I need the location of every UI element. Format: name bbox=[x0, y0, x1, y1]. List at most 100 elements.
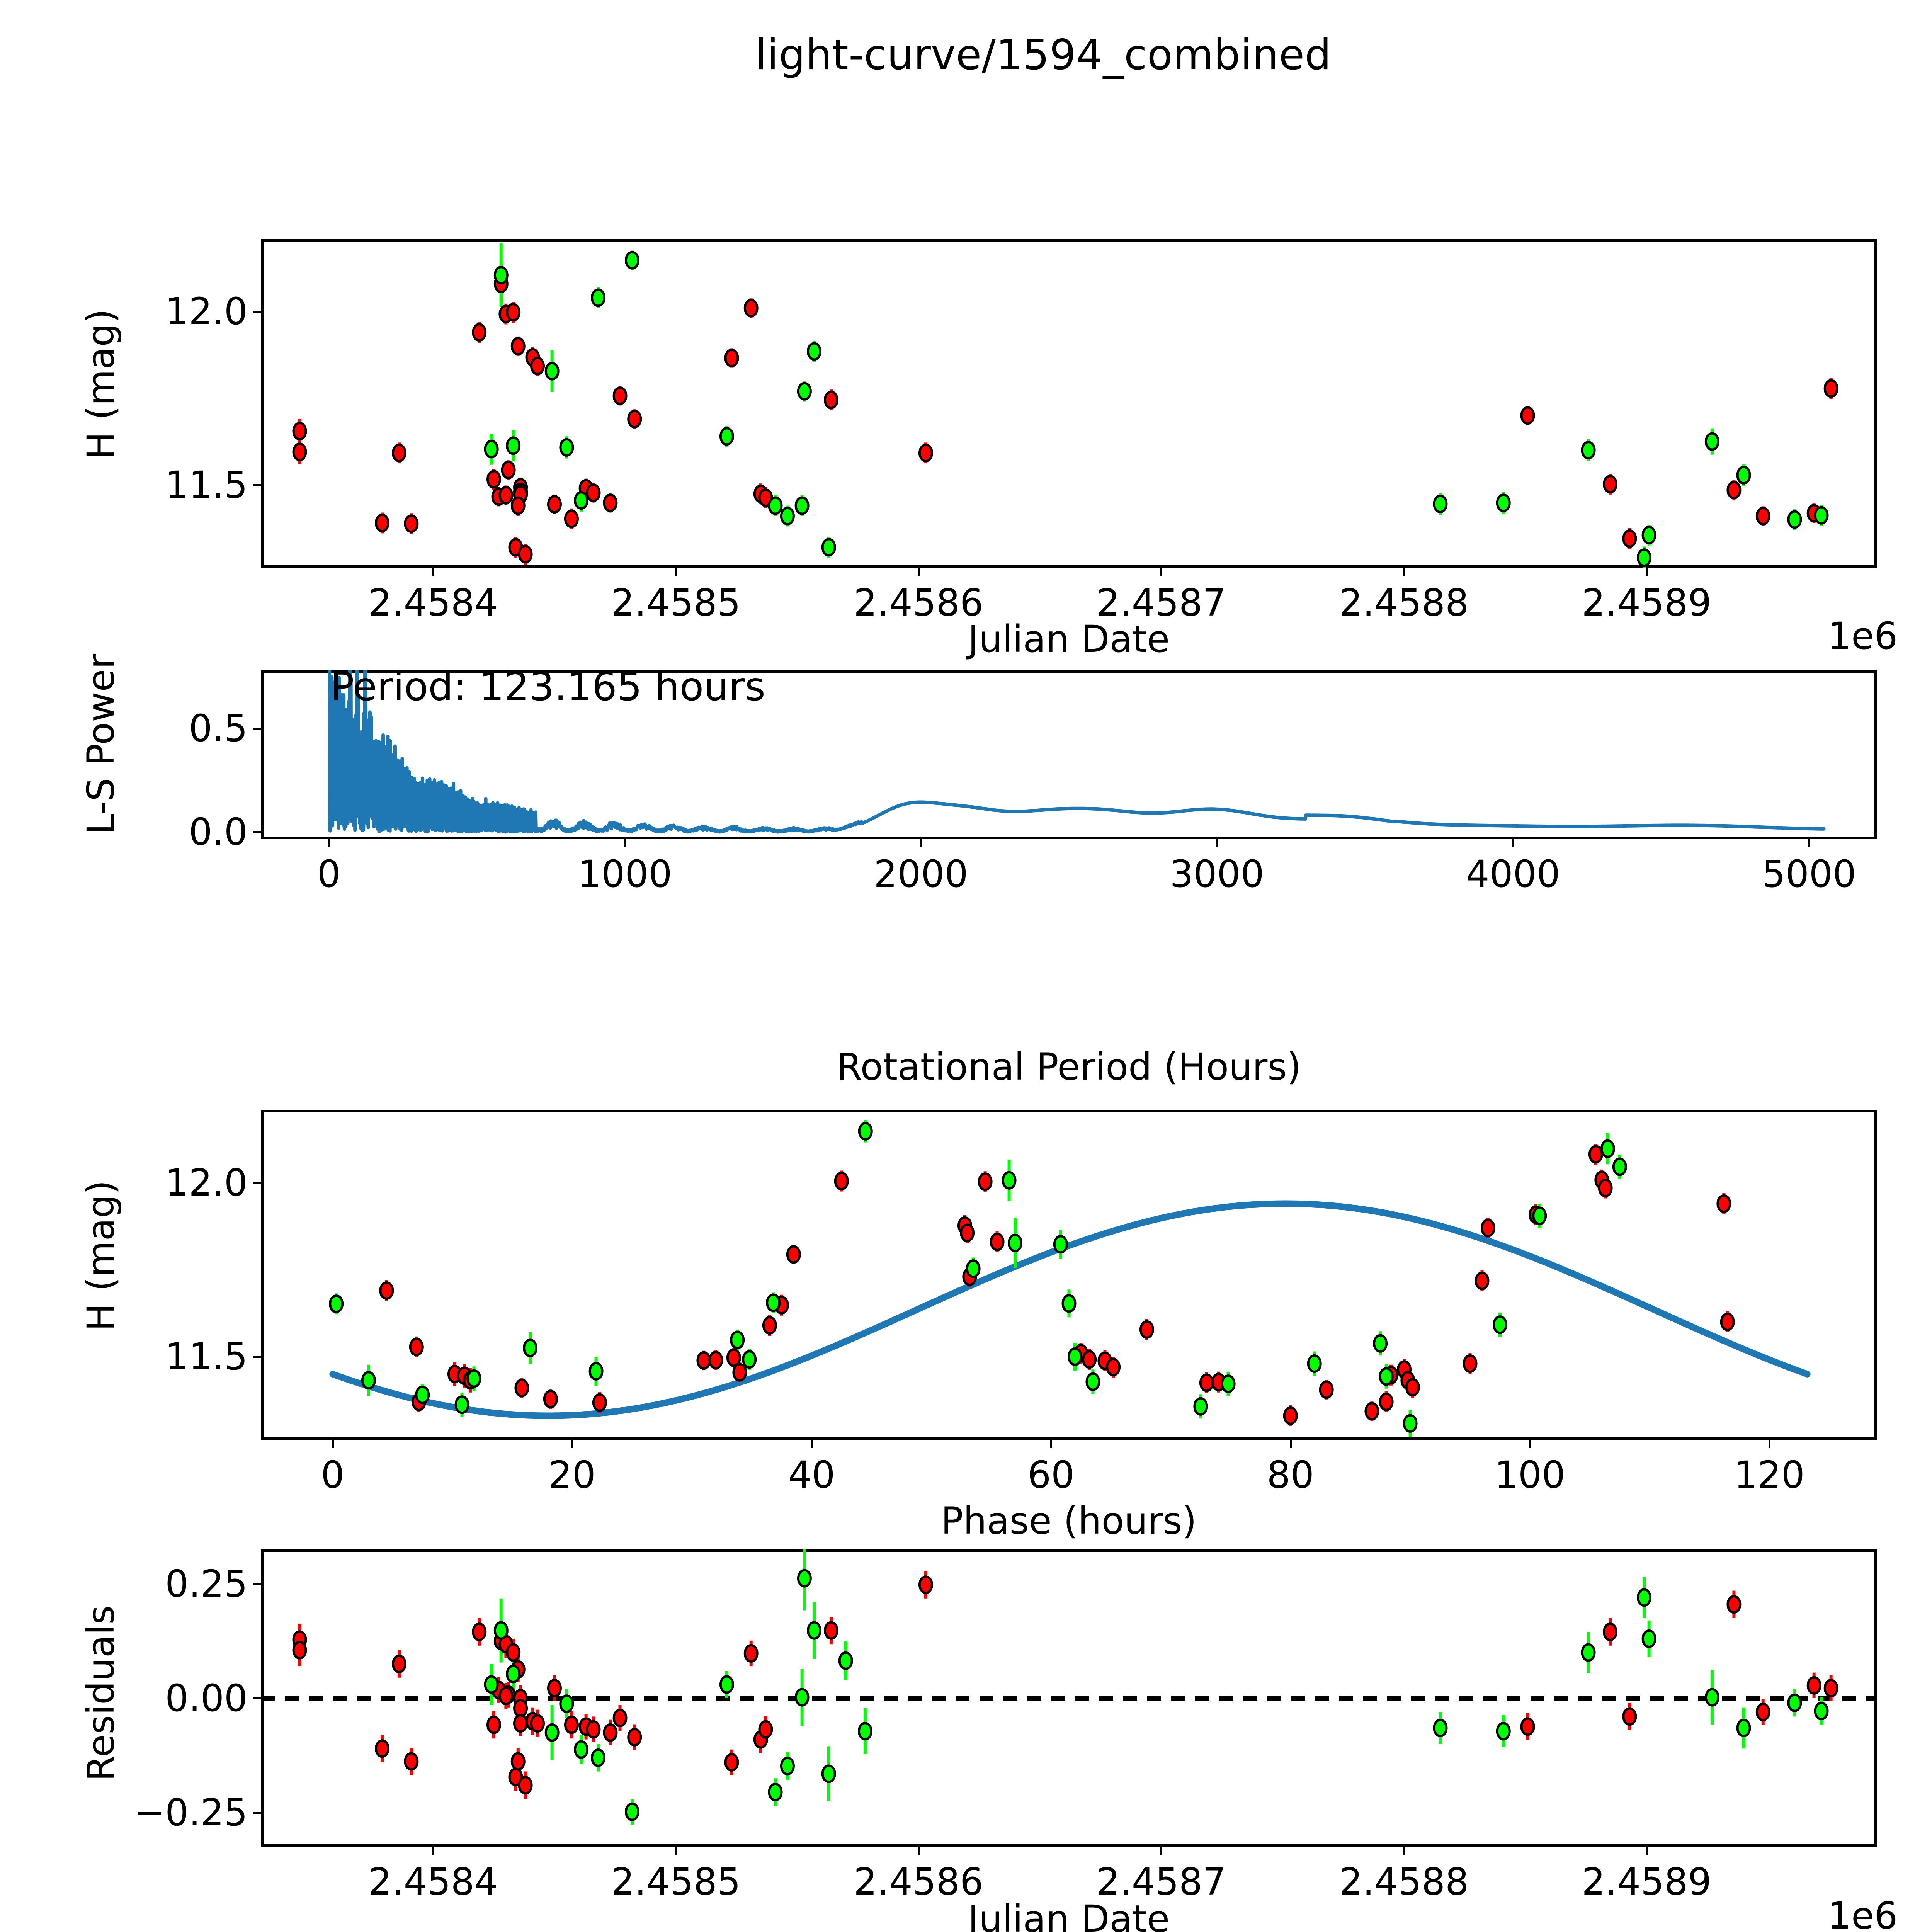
x-tickmark bbox=[1403, 568, 1405, 576]
data-point bbox=[415, 1386, 430, 1404]
x-tick-label: 2.4584 bbox=[368, 1860, 498, 1903]
x-tick-label: 2.4588 bbox=[1339, 1860, 1469, 1903]
data-point bbox=[292, 442, 307, 461]
x-tick-label: 2.4588 bbox=[1339, 581, 1469, 624]
data-point bbox=[797, 382, 812, 401]
x-tickmark bbox=[918, 568, 920, 576]
data-point bbox=[1463, 1354, 1478, 1373]
x-tickmark bbox=[1050, 1440, 1053, 1448]
data-point bbox=[603, 1723, 618, 1742]
series-group bbox=[292, 243, 1838, 568]
data-point bbox=[1755, 1702, 1770, 1721]
x-tickmark bbox=[1646, 568, 1648, 576]
data-point bbox=[1532, 1206, 1547, 1225]
data-point bbox=[1736, 1719, 1751, 1737]
x-tick-label: 2.4585 bbox=[611, 581, 741, 624]
x-tick-label: 3000 bbox=[1170, 852, 1264, 896]
x-tick-label: 2.4586 bbox=[854, 1860, 984, 1903]
x-tick-label: 1000 bbox=[578, 852, 672, 896]
data-point bbox=[1221, 1374, 1236, 1393]
data-point bbox=[409, 1337, 424, 1356]
data-point bbox=[1082, 1350, 1097, 1369]
data-point bbox=[724, 1753, 739, 1772]
x-tickmark bbox=[332, 1440, 334, 1448]
data-point bbox=[1067, 1347, 1082, 1366]
x-tick-label: 20 bbox=[548, 1453, 596, 1497]
data-point bbox=[564, 509, 579, 528]
data-point bbox=[918, 1575, 933, 1594]
data-point bbox=[375, 514, 390, 532]
data-point bbox=[1603, 1622, 1618, 1641]
data-point bbox=[1053, 1235, 1068, 1254]
series-group bbox=[329, 1120, 1735, 1437]
lightcurve-xaxis-offset: 1e6 bbox=[1828, 614, 1898, 658]
x-tickmark bbox=[1769, 1440, 1771, 1448]
x-tick-label: 60 bbox=[1027, 1453, 1075, 1497]
data-point bbox=[990, 1233, 1005, 1251]
data-point bbox=[786, 1245, 801, 1264]
lightcurve-xaxis-label: Julian Date bbox=[968, 617, 1170, 661]
y-tickmark bbox=[253, 1583, 261, 1585]
x-tick-label: 2.4586 bbox=[854, 581, 984, 624]
y-tickmark bbox=[253, 311, 261, 313]
x-tickmark bbox=[328, 839, 330, 847]
data-point bbox=[510, 1752, 526, 1771]
data-point bbox=[858, 1122, 873, 1141]
data-point bbox=[1008, 1233, 1023, 1252]
data-point bbox=[966, 1259, 981, 1278]
data-point bbox=[1814, 506, 1829, 525]
data-point bbox=[780, 1757, 795, 1776]
x-tickmark bbox=[1808, 839, 1810, 847]
x-tickmark bbox=[918, 1847, 920, 1855]
data-point bbox=[1704, 432, 1719, 451]
y-tickmark bbox=[253, 728, 261, 730]
data-point bbox=[1622, 1707, 1637, 1726]
data-point bbox=[624, 251, 639, 270]
x-tickmark bbox=[1216, 839, 1218, 847]
y-tickmark bbox=[253, 1697, 261, 1699]
data-point bbox=[506, 436, 521, 455]
y-tick-label: −0.25 bbox=[134, 1791, 248, 1835]
data-point bbox=[1736, 466, 1751, 485]
data-point bbox=[404, 1752, 419, 1771]
x-tickmark bbox=[432, 1847, 434, 1855]
data-point bbox=[823, 391, 838, 410]
y-tick-label: 11.5 bbox=[165, 463, 248, 507]
data-point bbox=[1726, 1595, 1742, 1614]
x-tickmark bbox=[1289, 1440, 1292, 1448]
data-point bbox=[574, 1740, 589, 1759]
x-tickmark bbox=[432, 568, 434, 576]
data-point bbox=[726, 1348, 741, 1367]
data-point bbox=[1637, 1588, 1652, 1607]
data-point bbox=[1496, 493, 1511, 512]
data-point bbox=[1492, 1315, 1507, 1334]
x-tick-label: 2000 bbox=[874, 852, 968, 896]
data-point bbox=[719, 1675, 734, 1694]
periodogram-line bbox=[328, 670, 1826, 834]
data-point bbox=[508, 1767, 523, 1786]
residuals-yaxis-label: Residuals bbox=[79, 1605, 122, 1781]
data-point bbox=[794, 1688, 810, 1707]
data-point bbox=[1061, 1294, 1077, 1313]
data-point bbox=[1612, 1157, 1627, 1176]
data-point bbox=[392, 1655, 407, 1673]
x-tick-label: 0 bbox=[317, 852, 341, 896]
data-point bbox=[544, 1723, 560, 1742]
periodogram-period-annotation: Period: 123.165 hours bbox=[330, 664, 765, 710]
data-point bbox=[724, 349, 739, 367]
data-point bbox=[472, 1622, 487, 1641]
data-point bbox=[506, 303, 521, 322]
x-tickmark bbox=[624, 839, 626, 847]
data-point bbox=[1581, 441, 1596, 460]
data-point bbox=[766, 1293, 781, 1312]
data-point bbox=[1641, 526, 1656, 544]
data-point bbox=[472, 323, 487, 342]
y-tick-label: 12.0 bbox=[165, 290, 248, 333]
x-tick-label: 100 bbox=[1494, 1453, 1566, 1497]
panel-phasefolded-axes bbox=[261, 1110, 1877, 1440]
y-tick-label: 0.0 bbox=[189, 810, 248, 854]
x-tickmark bbox=[1512, 839, 1514, 847]
data-point bbox=[1307, 1354, 1322, 1373]
